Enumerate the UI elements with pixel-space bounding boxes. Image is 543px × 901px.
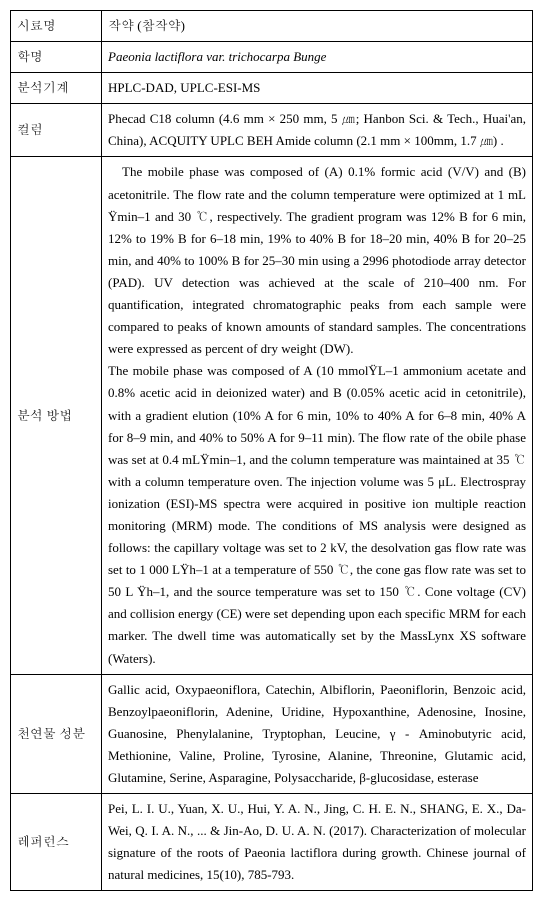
value-components: Gallic acid, Oxypaeoniflora, Catechin, A… xyxy=(102,674,533,793)
value-scientific-name: Paeonia lactiflora var. trichocarpa Bung… xyxy=(102,42,533,73)
method-paragraph-1: The mobile phase was composed of (A) 0.1… xyxy=(108,161,526,360)
value-instrument: HPLC-DAD, UPLC-ESI-MS xyxy=(102,73,533,104)
label-instrument: 분석기계 xyxy=(11,73,102,104)
label-sample-name: 시료명 xyxy=(11,11,102,42)
label-scientific-name: 학명 xyxy=(11,42,102,73)
row-method: 분석 방법 The mobile phase was composed of (… xyxy=(11,157,533,674)
method-paragraph-2: The mobile phase was composed of A (10 m… xyxy=(108,360,526,669)
info-table: 시료명 작약 (참작약) 학명 Paeonia lactiflora var. … xyxy=(10,10,533,891)
value-column: Phecad C18 column (4.6 mm × 250 mm, 5 ㎛;… xyxy=(102,104,533,157)
value-method: The mobile phase was composed of (A) 0.1… xyxy=(102,157,533,674)
row-instrument: 분석기계 HPLC-DAD, UPLC-ESI-MS xyxy=(11,73,533,104)
value-reference: Pei, L. I. U., Yuan, X. U., Hui, Y. A. N… xyxy=(102,794,533,891)
label-reference: 레퍼런스 xyxy=(11,794,102,891)
label-components: 천연물 성분 xyxy=(11,674,102,793)
row-reference: 레퍼런스 Pei, L. I. U., Yuan, X. U., Hui, Y.… xyxy=(11,794,533,891)
row-components: 천연물 성분 Gallic acid, Oxypaeoniflora, Cate… xyxy=(11,674,533,793)
row-scientific-name: 학명 Paeonia lactiflora var. trichocarpa B… xyxy=(11,42,533,73)
value-sample-name: 작약 (참작약) xyxy=(102,11,533,42)
row-sample-name: 시료명 작약 (참작약) xyxy=(11,11,533,42)
label-method: 분석 방법 xyxy=(11,157,102,674)
label-column: 컬럼 xyxy=(11,104,102,157)
row-column: 컬럼 Phecad C18 column (4.6 mm × 250 mm, 5… xyxy=(11,104,533,157)
